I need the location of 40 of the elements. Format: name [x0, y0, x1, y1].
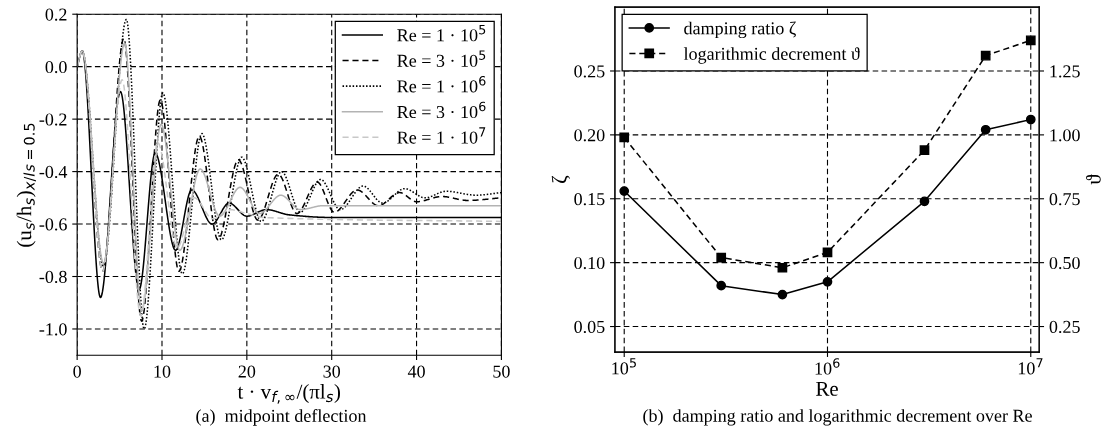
legend-label: Re = 1 · 10$^{7}$: [397, 127, 486, 144]
y2-axis-title: ϑ: [1086, 174, 1101, 185]
legend-label: Re = 3 · 10$^{6}$: [397, 101, 486, 119]
y2-tick-label: 0.50: [1049, 256, 1080, 270]
y-tick-label: -0.8: [39, 270, 67, 284]
y-tick-label: 0.05: [574, 320, 605, 334]
x-tick-label: 10$^{5}$: [612, 358, 636, 375]
y2-tick-label: 1.25: [1050, 65, 1080, 78]
legend-label: damping ratio ζ: [684, 21, 796, 39]
legend-label: logarithmic decrement ϑ: [683, 47, 860, 64]
y-tick-label: -0.4: [39, 165, 68, 179]
x-axis-title: Re: [816, 382, 838, 396]
legend-label: Re = 3 · 10$^{5}$: [397, 50, 486, 67]
x-tick-label: 10$^{7}$: [1018, 358, 1043, 375]
y-tick-label: 0.15: [574, 193, 605, 206]
y-tick-label: 0.0: [45, 60, 67, 74]
y-tick-label: 0.2: [45, 8, 67, 21]
text: (b) damping ratio and logarithmic decrement over Re: [643, 409, 1032, 426]
text: (a) midpoint deflection: [196, 409, 367, 426]
y-tick-label: 0.10: [574, 256, 605, 270]
y-tick-label: -0.2: [39, 113, 67, 126]
legend-label: Re = 1 · 10$^{5}$: [397, 25, 486, 42]
y-tick-label: 0.25: [574, 65, 605, 78]
y-axis-title: ζ: [551, 175, 571, 184]
x-tick-label: 10$^{6}$: [815, 358, 840, 375]
y2-tick-label: 0.25: [1049, 320, 1080, 334]
legend-label: Re = 1 · 10$^{6}$: [397, 76, 486, 93]
y-tick-label: -0.6: [39, 218, 67, 231]
y-tick-label: 0.20: [574, 129, 605, 142]
x-axis-title: t · v$_{f,∞}$/(πl$_{s}$): [237, 384, 341, 404]
x-tick-label: 20: [238, 365, 256, 378]
x-tick-label: 50: [493, 365, 510, 378]
x-tick-label: 10: [154, 365, 171, 378]
y2-tick-label: 1.00: [1050, 129, 1080, 142]
x-tick-label: 0: [73, 365, 81, 378]
x-tick-label: 40: [407, 365, 425, 378]
y-axis-title: (u$_{s}$/h$_{s}$)$_{x/ls=0.5}$: [16, 123, 36, 247]
x-tick-label: 30: [323, 365, 341, 378]
y-tick-label: -1.0: [39, 323, 67, 336]
y2-tick-label: 0.75: [1049, 193, 1080, 206]
